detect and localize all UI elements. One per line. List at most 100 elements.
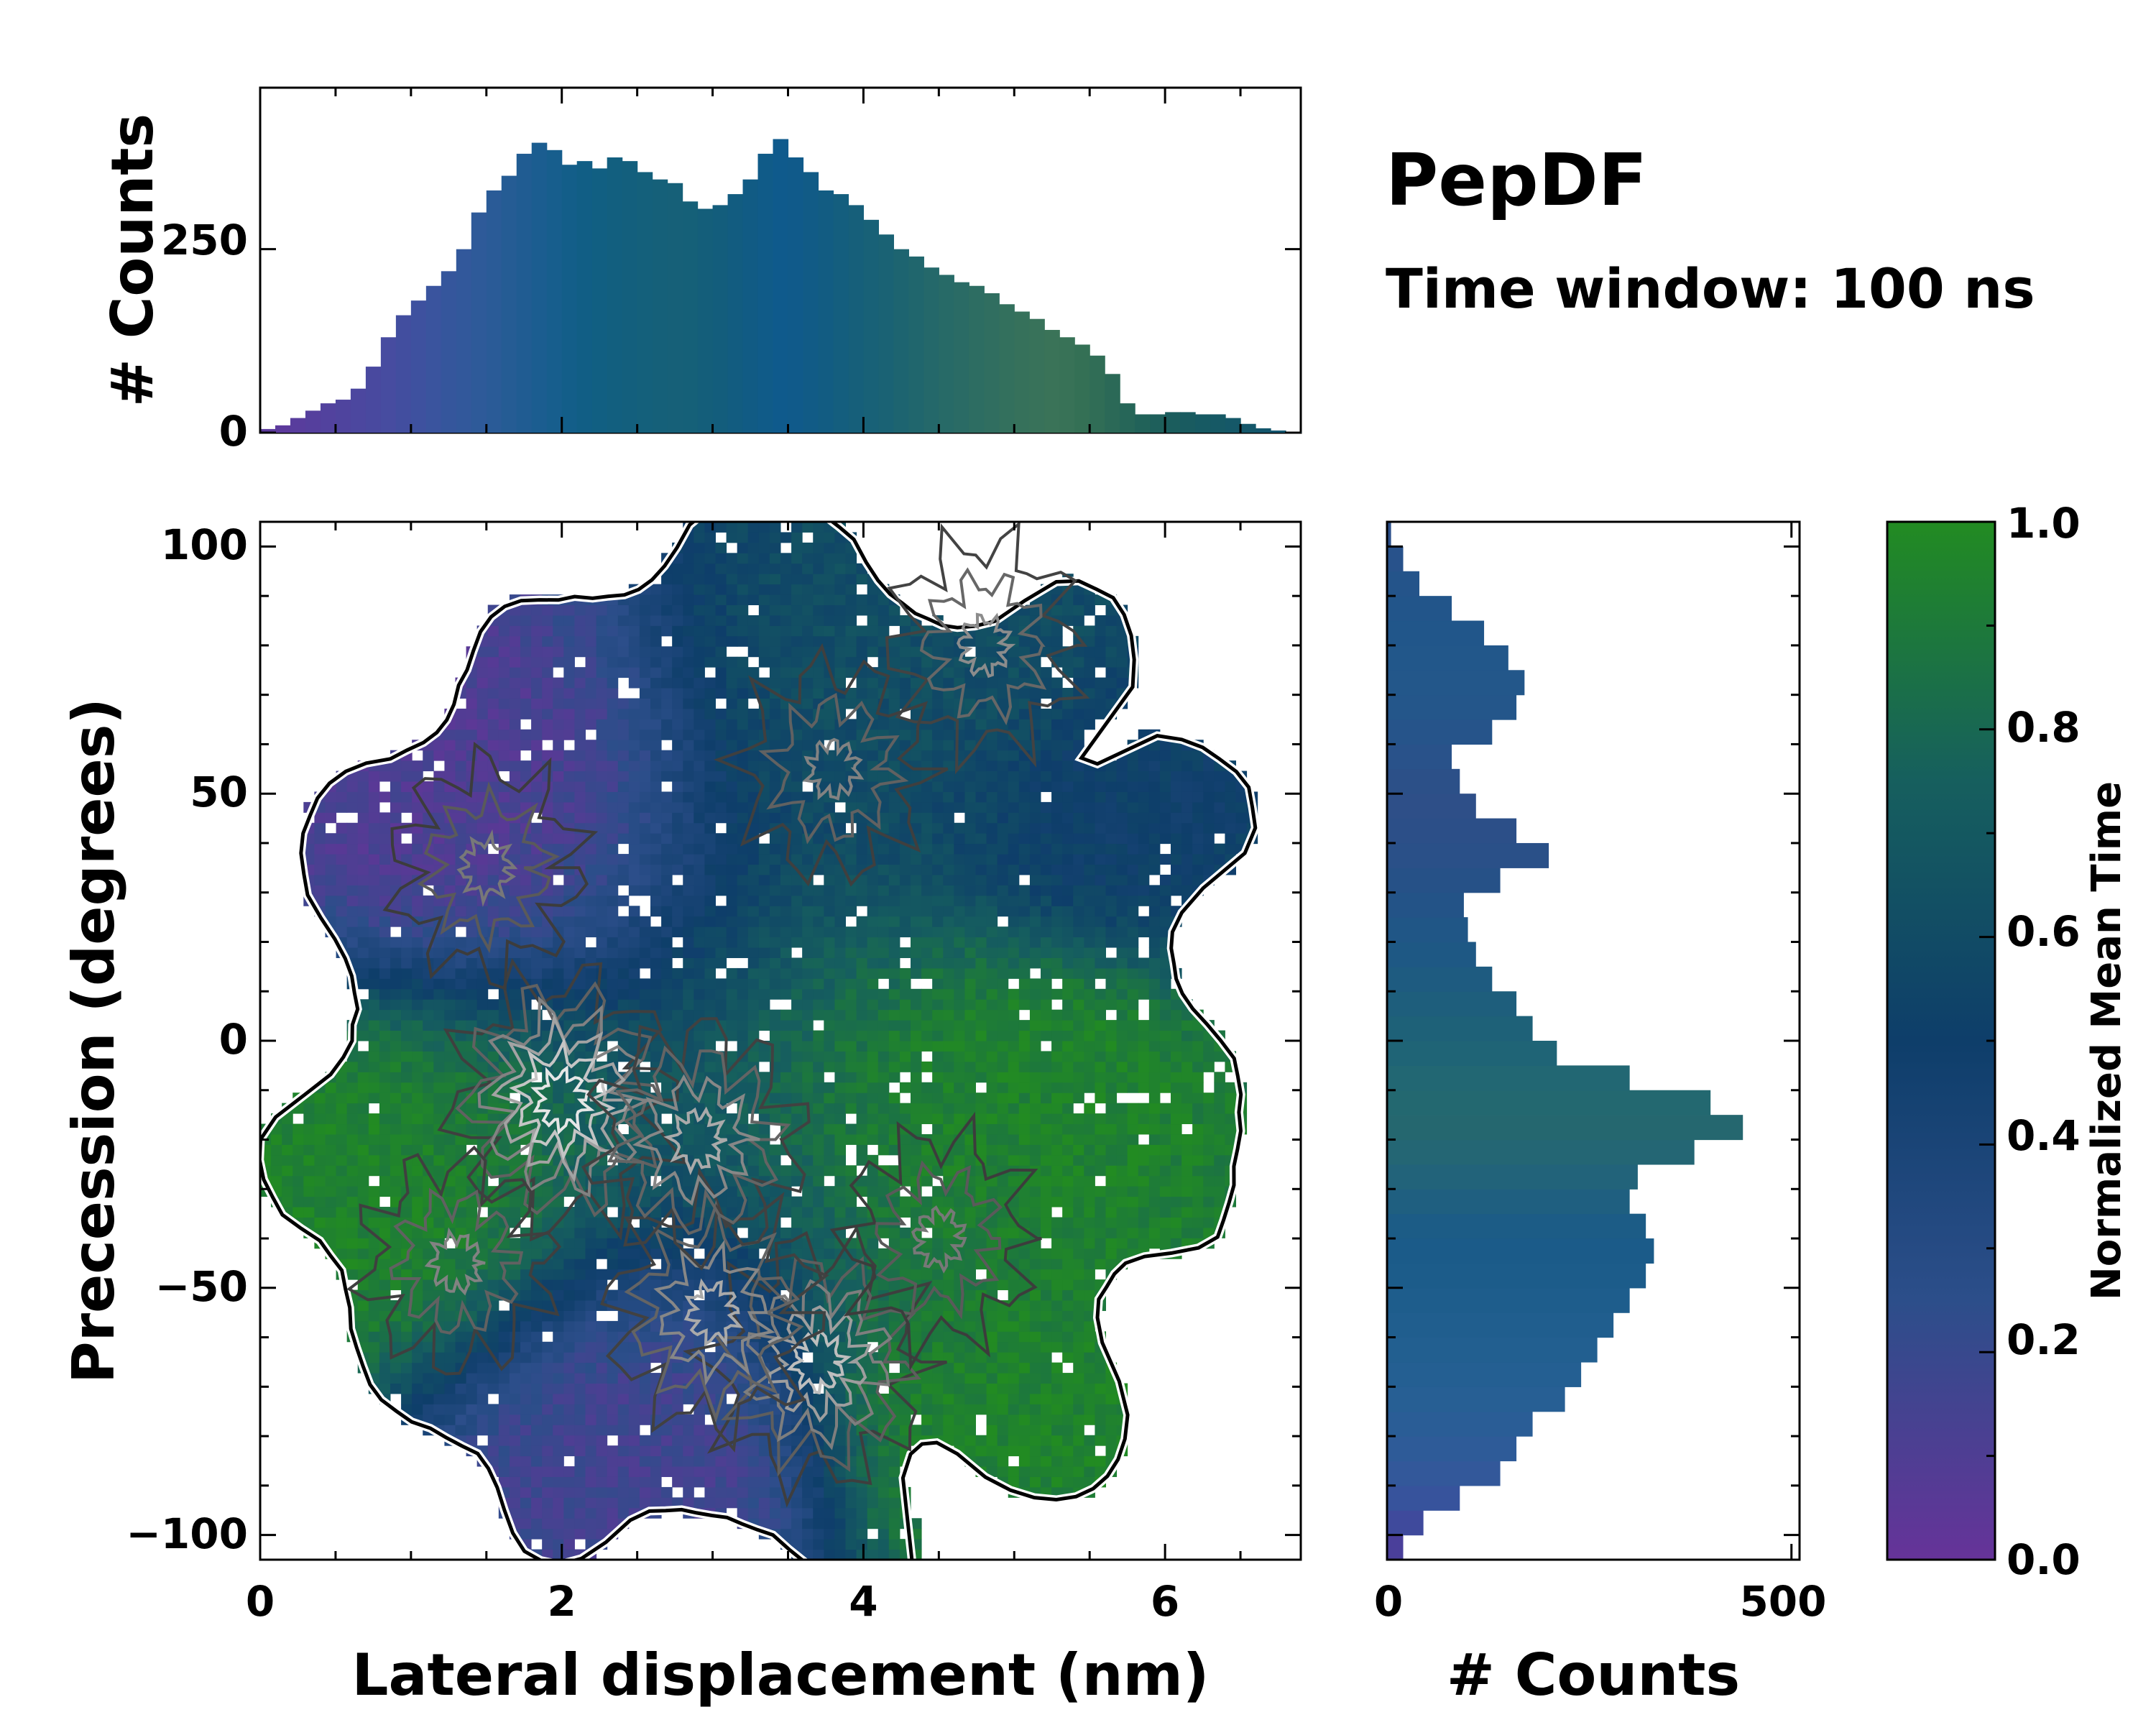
heatmap-cell [899, 1435, 911, 1446]
heatmap-cell [856, 1072, 868, 1083]
heatmap-cell [683, 1061, 694, 1072]
heatmap-cell [824, 1082, 835, 1093]
heatmap-cell [704, 937, 716, 948]
heatmap-cell [617, 854, 630, 865]
heatmap-cell [423, 1393, 434, 1404]
heatmap-cell [726, 1466, 738, 1477]
heatmap-cell [401, 1072, 413, 1083]
heatmap-cell [423, 978, 434, 990]
heatmap-cell [617, 729, 630, 740]
heatmap-cell [303, 1103, 315, 1114]
heatmap-cell [639, 1497, 651, 1509]
top-bar [848, 205, 865, 433]
heatmap-cell [813, 1082, 824, 1093]
heatmap-cell [899, 822, 911, 834]
heatmap-cell [423, 1310, 434, 1322]
heatmap-cell [737, 1455, 749, 1467]
heatmap-cell [531, 957, 543, 969]
heatmap-cell [390, 1341, 402, 1353]
heatmap-cell [802, 615, 814, 626]
heatmap-cell [574, 1445, 586, 1457]
heatmap-cell [780, 791, 792, 803]
heatmap-cell [932, 833, 944, 845]
heatmap-cell [379, 1133, 391, 1145]
heatmap-cell [401, 957, 413, 969]
heatmap-cell [401, 1030, 413, 1041]
heatmap-cell [585, 1497, 597, 1509]
heatmap-cell [433, 1404, 445, 1415]
heatmap-cell [650, 833, 662, 845]
heatmap-cell [921, 822, 933, 834]
heatmap-cell [877, 822, 890, 834]
heatmap-cell [412, 770, 423, 782]
heatmap-cell [715, 677, 727, 689]
heatmap-cell [769, 781, 781, 792]
heatmap-cell [877, 1248, 890, 1259]
heatmap-cell [694, 1425, 705, 1436]
heatmap-cell [314, 843, 326, 855]
heatmap-cell [498, 801, 510, 813]
heatmap-cell [639, 615, 651, 626]
heatmap-cell [476, 1227, 489, 1238]
heatmap-cell [476, 1414, 489, 1425]
heatmap-cell [520, 885, 532, 896]
heatmap-cell [726, 563, 738, 574]
heatmap-cell [704, 750, 716, 761]
heatmap-cell [585, 1300, 597, 1311]
heatmap-cell [607, 1196, 619, 1208]
heatmap-cell [542, 698, 553, 709]
heatmap-cell [607, 864, 619, 875]
heatmap-cell [791, 1072, 803, 1083]
heatmap-cell [867, 988, 879, 1000]
heatmap-cell [943, 1123, 954, 1135]
heatmap-cell [617, 1497, 630, 1509]
heatmap-cell [856, 947, 868, 958]
heatmap-cell [932, 916, 944, 927]
heatmap-cell [650, 1331, 662, 1343]
heatmap-cell [401, 947, 413, 958]
heatmap-cell [336, 874, 348, 886]
heatmap-cell [444, 1092, 456, 1104]
heatmap-cell [856, 1518, 868, 1530]
heatmap-cell [802, 1133, 814, 1145]
heatmap-cell [542, 957, 553, 969]
heatmap-cell [758, 1020, 770, 1031]
heatmap-cell [737, 740, 749, 751]
heatmap-cell [769, 1103, 781, 1114]
heatmap-cell [802, 1486, 814, 1498]
heatmap-cell [607, 812, 619, 824]
top-bar [1256, 428, 1271, 433]
heatmap-cell [476, 1300, 489, 1311]
heatmap-cell [325, 1217, 337, 1228]
heatmap-cell [542, 677, 553, 689]
heatmap-cell [694, 1133, 705, 1145]
heatmap-cell [574, 854, 586, 865]
heatmap-cell [845, 729, 857, 740]
top-bar [576, 161, 593, 433]
heatmap-cell [585, 770, 597, 782]
heatmap-cell [943, 1373, 954, 1384]
heatmap-cell [325, 895, 337, 906]
heatmap-cell [466, 1435, 478, 1446]
heatmap-cell [802, 1041, 814, 1052]
heatmap-cell [563, 1227, 575, 1238]
heatmap-cell [476, 833, 489, 845]
heatmap-cell [769, 729, 781, 740]
heatmap-cell [747, 1196, 760, 1208]
heatmap-cell [650, 1133, 662, 1145]
heatmap-cell [628, 1259, 640, 1270]
heatmap-cell [845, 843, 857, 855]
heatmap-cell [683, 594, 694, 606]
heatmap-cell [791, 646, 803, 658]
heatmap-cell [867, 1466, 879, 1477]
heatmap-cell [346, 1061, 359, 1072]
heatmap-cell [845, 1103, 857, 1114]
heatmap-cell [585, 1393, 597, 1404]
heatmap-cell [336, 906, 348, 917]
heatmap-cell [520, 604, 532, 616]
heatmap-cell [683, 1393, 694, 1404]
heatmap-cell [726, 1341, 738, 1353]
heatmap-cell [476, 1383, 489, 1394]
heatmap-cell [498, 1352, 510, 1363]
heatmap-cell [357, 781, 369, 792]
